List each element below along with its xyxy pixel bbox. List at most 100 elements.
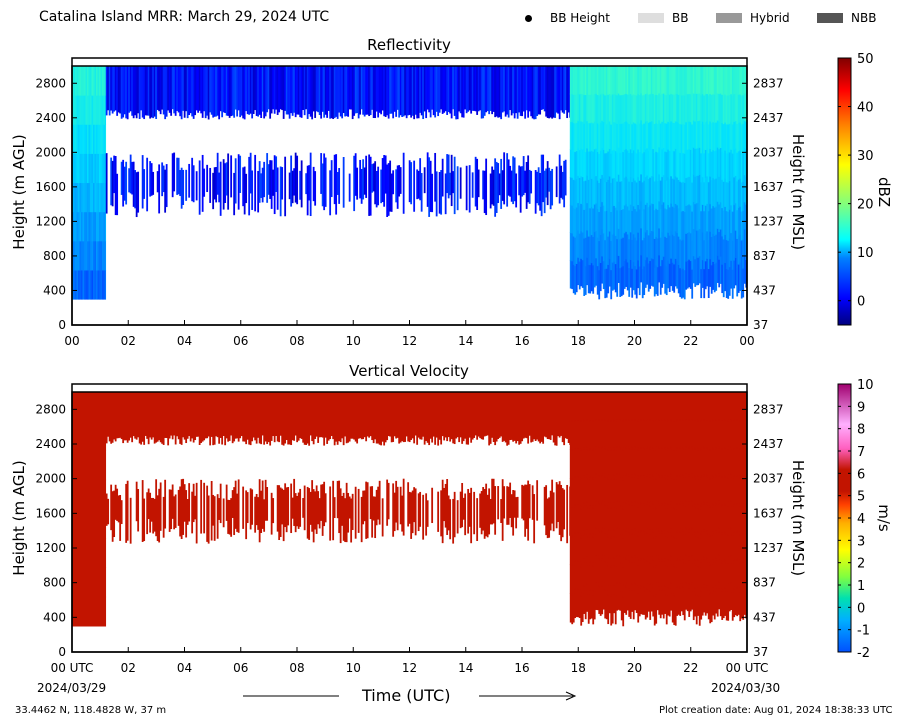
data-column bbox=[456, 392, 459, 438]
data-column bbox=[495, 392, 498, 442]
data-column bbox=[704, 233, 707, 262]
data-column bbox=[320, 153, 323, 194]
data-column bbox=[398, 66, 401, 118]
data-column bbox=[685, 233, 688, 262]
data-column bbox=[158, 66, 161, 112]
data-column bbox=[105, 182, 107, 213]
data-column bbox=[715, 502, 718, 531]
data-column bbox=[667, 503, 670, 532]
data-column bbox=[138, 66, 141, 119]
data-column bbox=[357, 66, 360, 119]
data-column bbox=[209, 66, 212, 113]
data-column bbox=[655, 151, 658, 181]
data-column bbox=[525, 161, 528, 209]
data-column bbox=[231, 490, 234, 518]
data-column bbox=[90, 211, 92, 242]
data-column bbox=[706, 530, 709, 559]
data-column bbox=[330, 392, 333, 437]
data-column bbox=[561, 171, 564, 200]
data-column bbox=[709, 121, 712, 150]
data-column bbox=[601, 530, 604, 559]
data-column bbox=[575, 448, 578, 477]
data-column bbox=[601, 255, 604, 284]
data-column bbox=[626, 555, 629, 584]
data-column bbox=[713, 94, 716, 123]
data-column bbox=[638, 180, 641, 210]
data-column bbox=[552, 392, 555, 443]
data-column bbox=[577, 448, 580, 477]
data-column bbox=[120, 66, 123, 119]
data-column bbox=[739, 122, 742, 151]
data-column bbox=[617, 500, 620, 529]
data-column bbox=[604, 152, 607, 183]
data-column bbox=[641, 66, 644, 96]
data-column bbox=[507, 159, 510, 196]
data-column bbox=[546, 66, 549, 118]
data-column bbox=[586, 474, 589, 503]
data-column bbox=[282, 489, 285, 542]
data-column bbox=[670, 258, 673, 287]
data-column bbox=[477, 169, 480, 198]
data-column bbox=[704, 205, 707, 234]
data-column bbox=[300, 66, 303, 118]
data-column bbox=[126, 480, 129, 541]
data-column bbox=[297, 66, 300, 115]
data-column bbox=[649, 260, 652, 289]
data-column bbox=[652, 559, 655, 589]
data-column bbox=[73, 269, 76, 300]
data-column bbox=[93, 421, 95, 451]
data-column bbox=[641, 392, 644, 421]
data-column bbox=[631, 392, 634, 420]
data-column bbox=[707, 268, 710, 299]
data-column bbox=[577, 560, 580, 590]
data-column bbox=[674, 148, 677, 177]
data-column bbox=[590, 206, 593, 236]
data-column bbox=[372, 496, 375, 521]
data-column bbox=[691, 392, 694, 420]
data-column bbox=[607, 207, 610, 237]
data-column bbox=[423, 392, 426, 445]
data-column bbox=[426, 392, 429, 443]
data-column bbox=[219, 483, 222, 524]
data-column bbox=[536, 480, 539, 521]
data-column bbox=[156, 392, 159, 442]
data-column bbox=[628, 392, 631, 421]
data-column bbox=[483, 66, 486, 116]
data-column bbox=[635, 419, 638, 448]
data-column bbox=[724, 447, 727, 477]
data-column bbox=[659, 66, 662, 96]
data-column bbox=[599, 559, 602, 588]
data-column bbox=[722, 152, 725, 182]
data-column bbox=[509, 165, 512, 197]
data-column bbox=[117, 392, 120, 439]
data-column bbox=[143, 66, 146, 120]
data-column bbox=[683, 269, 686, 300]
data-column bbox=[641, 152, 644, 183]
data-column bbox=[613, 66, 616, 95]
data-column bbox=[75, 450, 77, 481]
data-column bbox=[87, 182, 89, 213]
data-column bbox=[728, 501, 731, 530]
data-column bbox=[628, 209, 631, 240]
data-column bbox=[649, 93, 652, 123]
data-column bbox=[73, 392, 76, 422]
data-column bbox=[659, 123, 662, 153]
data-column bbox=[743, 174, 746, 203]
data-column bbox=[489, 66, 492, 111]
data-column bbox=[571, 205, 574, 234]
data-column bbox=[707, 505, 710, 535]
data-column bbox=[668, 420, 671, 449]
data-column bbox=[724, 94, 727, 123]
data-column bbox=[674, 120, 677, 149]
data-column bbox=[572, 449, 575, 479]
data-column bbox=[646, 504, 649, 534]
data-column bbox=[598, 530, 601, 559]
data-column bbox=[584, 123, 587, 153]
data-column bbox=[431, 173, 434, 213]
data-column bbox=[676, 531, 679, 561]
data-column bbox=[685, 66, 688, 95]
data-column bbox=[156, 66, 159, 110]
data-column bbox=[329, 486, 332, 541]
data-column bbox=[598, 66, 601, 96]
data-column bbox=[635, 152, 638, 183]
